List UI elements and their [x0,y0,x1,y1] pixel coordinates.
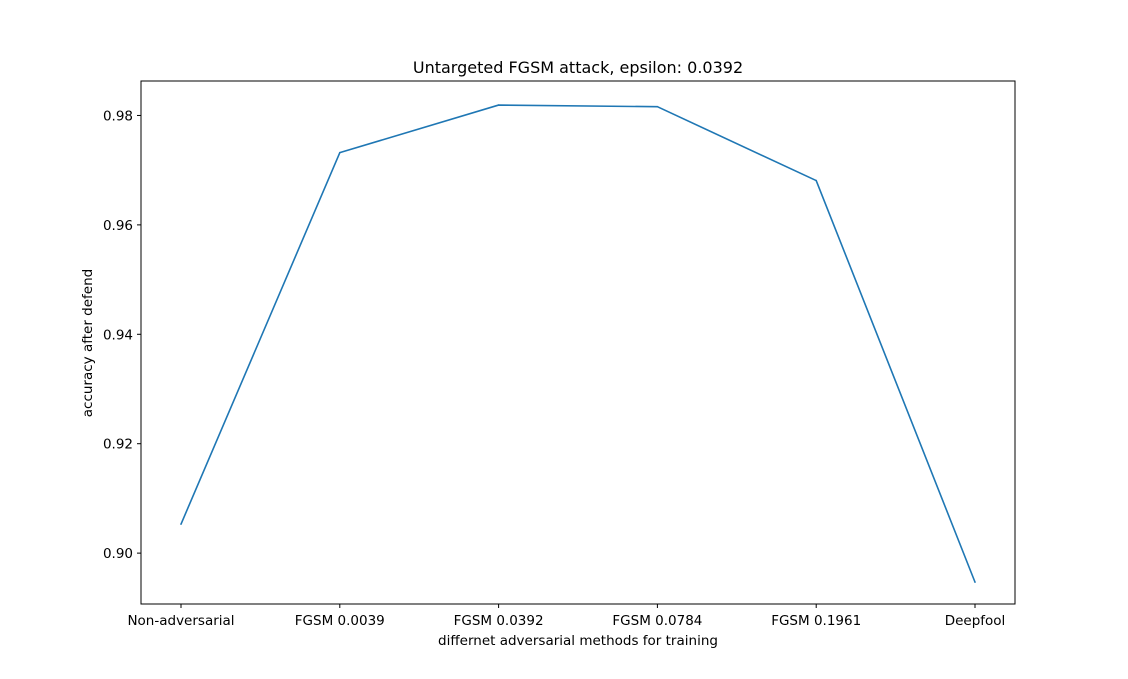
x-tick-label: FGSM 0.0784 [612,613,702,629]
plot-area: 0.90 0.92 0.94 0.96 0.98 Non-adversarial FGSM … [103,104,1005,629]
data-point [815,179,817,182]
y-tick-label: 0.94 [103,327,133,343]
data-point [974,581,976,583]
y-tick-label: 0.92 [103,437,133,453]
x-tick-label: Non-adversarial [127,613,234,629]
data-point [656,105,659,108]
x-tick-label: FGSM 0.0392 [454,613,544,629]
data-point [497,104,500,106]
y-tick-label: 0.90 [103,546,133,562]
y-tick-label: 0.96 [103,218,133,234]
plot-frame [140,80,1016,605]
x-axis-label: differnet adversarial methods for traini… [438,633,718,649]
series-line [180,104,976,583]
x-tick-label: FGSM 0.0039 [295,613,385,629]
data-point [339,151,341,154]
chart-title: Untargeted FGSM attack, epsilon: 0.0392 [413,58,743,77]
x-tick-label: Deepfool [945,613,1006,629]
y-axis-label: accuracy after defend [80,269,96,418]
data-point [180,523,182,525]
y-tick-label: 0.98 [103,108,133,124]
x-tick-label: FGSM 0.1961 [771,613,861,629]
